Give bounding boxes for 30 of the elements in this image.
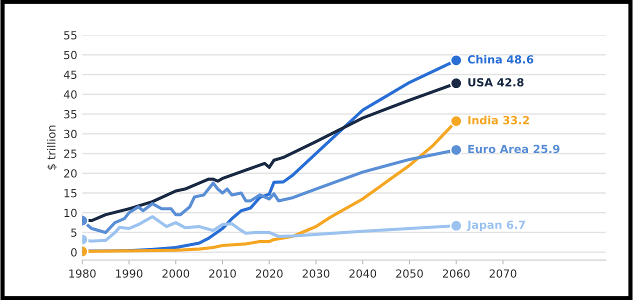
point bbox=[450, 77, 462, 90]
text: USA 42.8 bbox=[468, 78, 524, 86]
y-axis-title: $ trillion bbox=[46, 126, 58, 170]
text: India 33.2 bbox=[468, 116, 529, 124]
x-tick-label: 2030 bbox=[302, 269, 330, 278]
y-tick-label: 50 bbox=[64, 50, 77, 60]
x-tick-label: 2010 bbox=[209, 269, 236, 278]
y-tick-label: 20 bbox=[64, 169, 77, 178]
x-tick-label: 2070 bbox=[490, 269, 516, 278]
x-tick-label: 2060 bbox=[442, 269, 470, 278]
y-tick-label: 40 bbox=[64, 90, 77, 99]
x-tick-label: 2020 bbox=[256, 269, 283, 278]
y-tick-label: 35 bbox=[64, 110, 76, 118]
text: China 48.6 bbox=[468, 54, 534, 64]
y-tick-label: 0 bbox=[71, 248, 77, 257]
x-tick-label: 2050 bbox=[396, 269, 423, 278]
y-tick-label: 30 bbox=[64, 130, 77, 138]
x-tick-label: 2000 bbox=[162, 269, 190, 278]
text: Euro Area 25.9 bbox=[468, 144, 560, 154]
y-tick-label: 45 bbox=[64, 70, 76, 79]
y-tick-label: 55 bbox=[64, 31, 76, 40]
x-tick-label: 1980 bbox=[69, 269, 96, 278]
x-tick-label: 2040 bbox=[349, 269, 376, 278]
y-tick-label: 10 bbox=[64, 208, 77, 218]
y-tick-label: 5 bbox=[71, 228, 76, 237]
y-tick-label: 15 bbox=[64, 189, 76, 198]
point bbox=[450, 54, 462, 67]
text: Japan 6.7 bbox=[466, 220, 525, 232]
y-tick-label: 25 bbox=[64, 149, 76, 158]
x-tick-label: 1990 bbox=[116, 269, 142, 278]
